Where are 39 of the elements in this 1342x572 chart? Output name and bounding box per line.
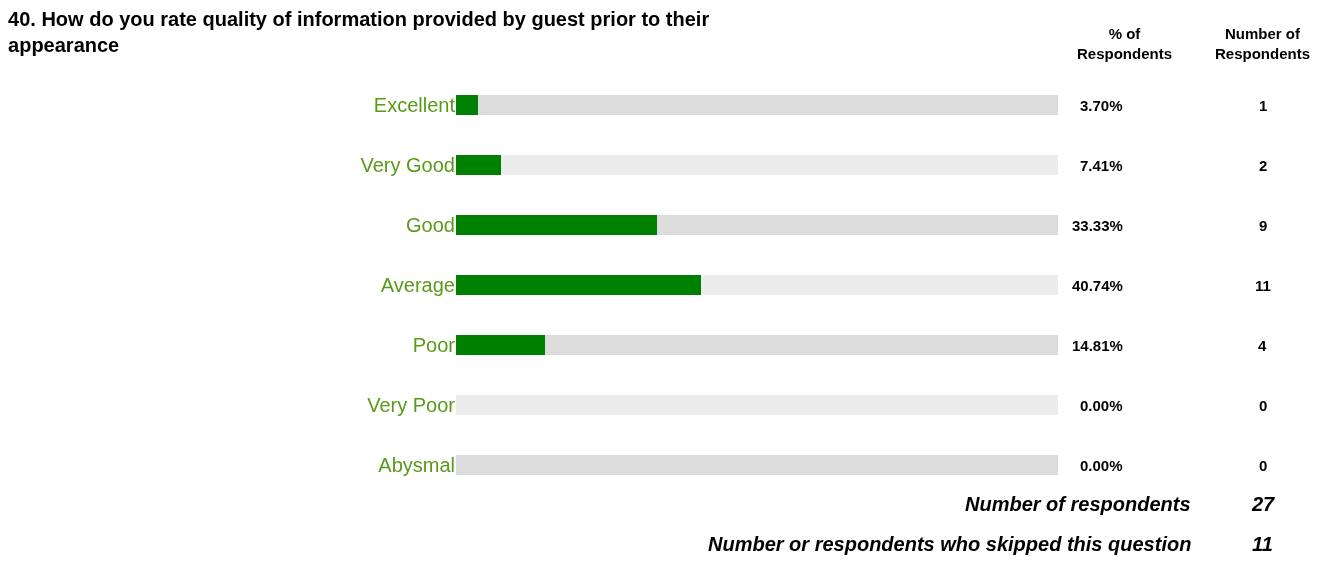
- text: 0: [1259, 457, 1268, 474]
- text: 27: [1251, 493, 1276, 515]
- data-label: 33.33%: [1072, 217, 1123, 234]
- text: 11: [1255, 277, 1271, 294]
- bar: [456, 335, 545, 355]
- text: 9: [1259, 217, 1268, 234]
- text: 11: [1252, 533, 1273, 555]
- data-label: 0.00%: [1080, 457, 1123, 474]
- bar: [657, 215, 1058, 235]
- y-tick-label: Very Good: [360, 154, 455, 176]
- data-label: 7.41%: [1080, 157, 1123, 174]
- y-tick-label: Good: [406, 214, 455, 236]
- bar: [456, 215, 657, 235]
- bar: [501, 155, 1058, 175]
- y-tick-label: Average: [380, 274, 455, 296]
- bar: [456, 155, 501, 175]
- text: Number or respondents who skipped this question: [708, 533, 1192, 555]
- annotation: Number of respondents: [965, 493, 1191, 515]
- text: 0: [1259, 397, 1268, 414]
- text: 1: [1259, 97, 1268, 114]
- data-label: 40.74%: [1072, 277, 1123, 294]
- bar: [545, 335, 1058, 355]
- chart-title: 40. How do you rate quality of information provided by guest prior to their appearance: [8, 7, 710, 56]
- text: % of Respondents: [1077, 25, 1173, 62]
- bar: [456, 95, 478, 115]
- y-tick-label: Excellent: [373, 94, 456, 116]
- data-label: 14.81%: [1072, 337, 1123, 354]
- text: 2: [1259, 157, 1268, 174]
- bar: [478, 95, 1058, 115]
- bar: [456, 275, 701, 295]
- y-tick-label: Poor: [412, 334, 456, 356]
- data-label: 3.70%: [1080, 97, 1123, 114]
- data-label: 0.00%: [1080, 397, 1123, 414]
- y-tick-label: Very Poor: [367, 394, 456, 416]
- bar: [456, 455, 1058, 475]
- text: Number of Respondents: [1215, 25, 1311, 62]
- y-tick-label: Abysmal: [378, 454, 455, 476]
- bar: [701, 275, 1058, 295]
- text: 4: [1258, 337, 1267, 354]
